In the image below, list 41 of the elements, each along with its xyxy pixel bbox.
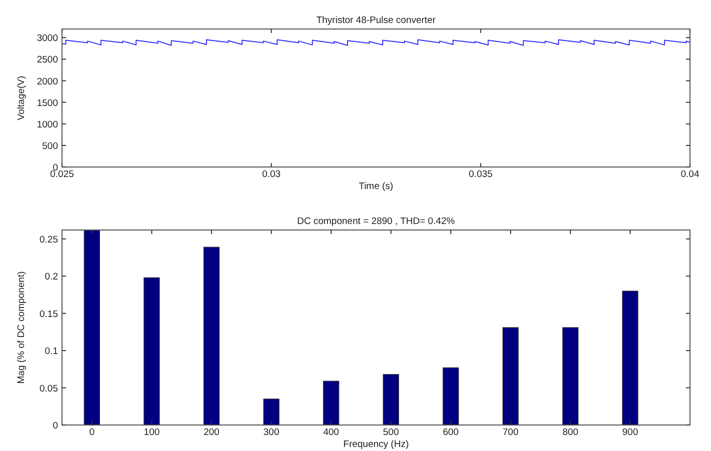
x-tick-label: 100 bbox=[144, 427, 160, 438]
y-tick-label: 0.05 bbox=[40, 383, 58, 394]
x-tick-label: 400 bbox=[323, 427, 340, 438]
y-tick-label: 0.15 bbox=[40, 308, 58, 320]
y-tick-label: 1000 bbox=[36, 119, 58, 130]
bar bbox=[382, 374, 400, 426]
x-tick-label: 0.035 bbox=[468, 169, 493, 180]
y-axis-title: Mag (% of DC component) bbox=[16, 271, 27, 384]
x-axis-title: Frequency (Hz) bbox=[343, 439, 409, 450]
y-tick-label: 0.2 bbox=[44, 272, 58, 283]
bar bbox=[622, 290, 638, 426]
bar bbox=[84, 230, 100, 426]
x-tick-label: 200 bbox=[204, 427, 220, 438]
x-tick-label: 300 bbox=[263, 427, 280, 438]
y-tick-label: 3000 bbox=[36, 33, 58, 44]
bar bbox=[562, 327, 578, 426]
bar bbox=[502, 327, 519, 426]
x-tick-label: 700 bbox=[502, 427, 518, 438]
bar bbox=[263, 398, 280, 426]
bar bbox=[203, 246, 220, 426]
x-tick-label: 800 bbox=[562, 427, 578, 438]
x-tick-label: 600 bbox=[442, 427, 459, 438]
y-tick-label: 1500 bbox=[36, 98, 58, 109]
chart-title: DC component = 2890 , THD= 0.42% bbox=[297, 216, 456, 227]
y-tick-label: 0.1 bbox=[44, 346, 58, 358]
x-tick-label: 0 bbox=[89, 427, 95, 438]
x-tick-label: 0.03 bbox=[262, 169, 281, 180]
y-axis-title: Voltage(V) bbox=[16, 76, 27, 120]
y-tick-label: 2500 bbox=[36, 54, 58, 66]
bar bbox=[442, 367, 459, 426]
x-tick-label: 0.04 bbox=[680, 169, 700, 180]
x-tick-label: 900 bbox=[622, 427, 638, 438]
chart-title: Thyristor 48-Pulse converter bbox=[316, 15, 436, 26]
y-tick-label: 2000 bbox=[36, 76, 58, 88]
x-tick-label: 0.025 bbox=[50, 169, 74, 180]
y-tick-label: 0.25 bbox=[40, 234, 58, 246]
x-tick-label: 500 bbox=[383, 427, 399, 438]
bar bbox=[144, 277, 160, 426]
bar bbox=[323, 380, 340, 426]
x-axis-title: Time (s) bbox=[358, 181, 394, 192]
y-tick-label: 500 bbox=[42, 140, 58, 152]
